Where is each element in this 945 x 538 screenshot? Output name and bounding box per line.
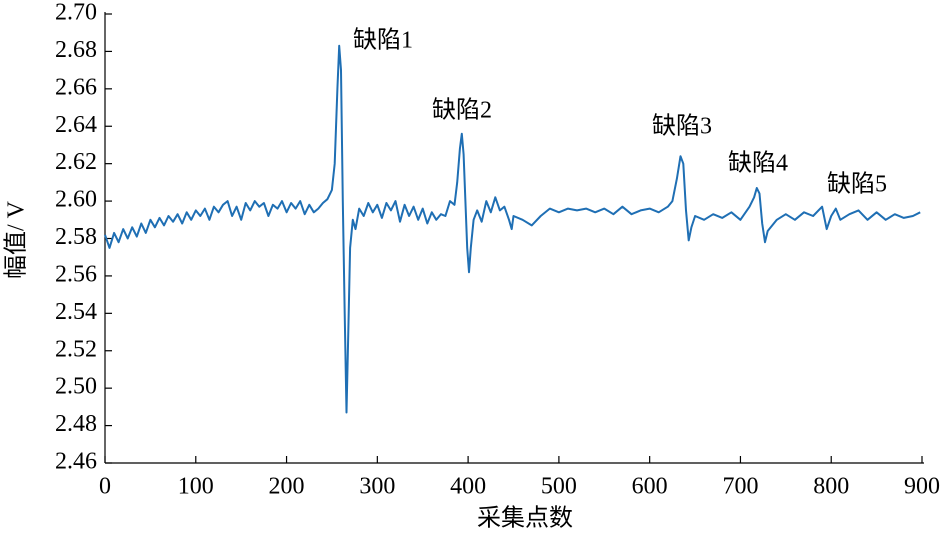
x-tick-label: 700 [722, 474, 758, 500]
y-tick-label: 2.54 [55, 299, 97, 325]
y-tick-label: 2.60 [55, 187, 97, 213]
x-tick-label: 100 [178, 474, 214, 500]
data-line [104, 44, 921, 414]
y-tick-label: 2.66 [55, 74, 97, 100]
x-tick-label: 600 [632, 474, 668, 500]
x-tick-label: 0 [99, 474, 111, 500]
y-axis-label: 幅值/ V [3, 200, 30, 279]
x-tick-label: 400 [450, 474, 486, 500]
x-axis-label: 采集点数 [477, 505, 573, 532]
annotation: 缺陷1 [353, 27, 413, 54]
y-tick-label: 2.50 [55, 374, 97, 400]
y-tick-label: 2.58 [55, 224, 97, 250]
annotation: 缺陷4 [728, 150, 788, 177]
x-tick-label: 300 [359, 474, 395, 500]
x-tick-label: 500 [541, 474, 577, 500]
annotation: 缺陷3 [652, 113, 712, 140]
y-tick-label: 2.70 [55, 0, 97, 26]
y-tick-label: 2.64 [55, 112, 97, 138]
y-tick-label: 2.56 [55, 261, 97, 287]
y-tick-label: 2.62 [55, 149, 97, 175]
x-tick-label: 800 [813, 474, 849, 500]
x-tick-label: 900 [904, 474, 940, 500]
y-tick-label: 2.46 [55, 449, 97, 475]
y-tick-label: 2.52 [55, 336, 97, 362]
y-tick-label: 2.68 [55, 37, 97, 63]
annotation: 缺陷2 [432, 97, 492, 124]
annotation: 缺陷5 [827, 171, 887, 198]
x-tick-label: 200 [269, 474, 305, 500]
y-tick-label: 2.48 [55, 411, 97, 437]
